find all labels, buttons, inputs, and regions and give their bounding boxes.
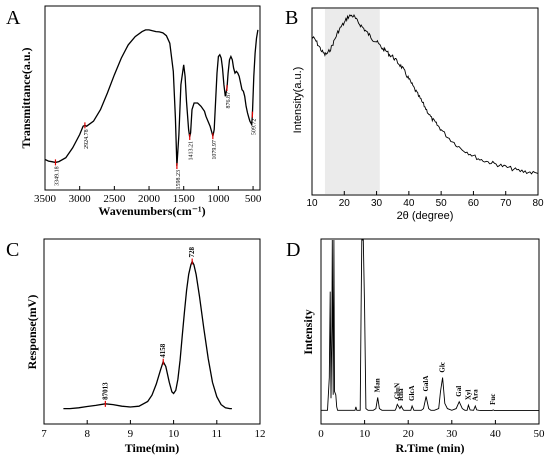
panel-b: B 10 20 30 40 50 60 70 80 2θ (degree) Intensity… [285, 7, 544, 222]
panel-b-x-tick-label: 20 [339, 198, 351, 209]
panel-a-peak-label: 1413.21 [189, 141, 195, 161]
panel-letter-a: A [6, 7, 21, 29]
panel-c-x-ticks: 7 8 9 10 11 12 [41, 420, 266, 440]
panel-b-x-ticks: 10 20 30 40 50 60 70 80 [306, 191, 544, 209]
panel-a-x-tick-label: 2500 [103, 193, 126, 205]
panel-a-plot-frame [44, 5, 261, 191]
panel-b-x-tick-label: 80 [532, 198, 544, 209]
panel-b-x-tick-label: 50 [436, 198, 448, 209]
panel-a-x-axis-label: Wavenumbers(cm⁻¹) [98, 204, 205, 218]
panel-c-x-tick-label: 12 [255, 428, 266, 440]
panel-c-x-tick-label: 8 [84, 428, 90, 440]
panel-a-peak-label: 1079.97 [212, 140, 218, 160]
panel-d-peak-label: GluN [393, 383, 401, 399]
panel-d-peak-label: Xyl [464, 390, 472, 401]
panel-d-peak-label: GalA [422, 376, 430, 392]
panel-d-peak-label: Fuc [489, 394, 497, 405]
panel-d-x-ticks: 0 10 20 30 40 50 [318, 420, 545, 440]
panel-b-x-tick-label: 70 [500, 198, 512, 209]
panel-c-peak-label: 87013 [101, 382, 109, 400]
panel-d: D 0 10 20 30 40 50 R.Time (min) Intensity Man… [286, 238, 545, 455]
panel-d-x-tick-label: 30 [446, 428, 458, 440]
panel-c-peak-label: 4158 [159, 343, 167, 358]
panel-c-y-axis-label: Response(mV) [25, 295, 39, 370]
panel-a-peak-label: 3349.18 [54, 166, 60, 186]
panel-d-plot-frame [320, 238, 540, 425]
panel-b-x-tick-label: 40 [403, 198, 415, 209]
panel-c-peak-annotations: 87013 4158 728 [101, 247, 196, 407]
panel-d-x-tick-label: 10 [359, 428, 371, 440]
panel-a: A 3500 3000 2500 2000 1500 1000 500 Wavenumber… [6, 5, 262, 218]
panel-b-amorphous-region [324, 9, 380, 194]
panel-a-x-tick-label: 3000 [69, 193, 92, 205]
panel-d-y-axis-label: Intensity [301, 309, 315, 354]
panel-d-x-tick-label: 0 [318, 428, 324, 440]
panel-c-x-tick-label: 11 [212, 428, 223, 440]
panel-d-peak-label: Glc [439, 362, 447, 373]
panel-b-y-axis-label: Intensity(a.u.) [292, 67, 304, 134]
panel-letter-d: D [286, 239, 300, 261]
panel-d-x-tick-label: 50 [534, 428, 546, 440]
panel-a-peak-label: 876.87 [226, 92, 232, 109]
panel-c: C 7 8 9 10 11 12 Time(min) Response(mV) 87013… [6, 238, 266, 455]
panel-d-peak-label: GlcA [408, 385, 416, 401]
panel-letter-c: C [6, 239, 19, 261]
panel-a-x-tick-label: 1500 [173, 193, 196, 205]
panel-a-y-axis-label: Transmittance(a.u.) [19, 47, 33, 148]
panel-b-plot-frame [311, 7, 539, 196]
panel-c-plot-frame [43, 238, 261, 425]
panel-a-x-ticks: 3500 3000 2500 2000 1500 1000 500 [34, 186, 262, 205]
panel-d-chromatogram-curve [321, 239, 539, 412]
panel-b-x-tick-label: 30 [371, 198, 383, 209]
panel-b-x-tick-label: 60 [468, 198, 480, 209]
panel-a-x-tick-label: 500 [245, 193, 262, 205]
panel-c-peak-label: 728 [188, 247, 196, 258]
panel-a-x-tick-label: 2000 [138, 193, 161, 205]
panel-a-peak-annotations: 3349.18 2924.78 1598.23 1413.21 1079.97 876.8… [54, 85, 257, 190]
panel-c-x-tick-label: 9 [128, 428, 134, 440]
panel-a-peak-label: 509.72 [251, 119, 257, 136]
panel-d-peak-label: Man [374, 378, 382, 392]
panel-letter-b: B [285, 7, 298, 29]
panel-b-xrd-curve [311, 13, 539, 175]
panel-d-x-tick-label: 20 [403, 428, 415, 440]
panel-a-x-tick-label: 3500 [34, 193, 57, 205]
panel-d-x-axis-label: R.Time (min) [395, 441, 464, 455]
panel-c-gpc-curve [63, 259, 232, 410]
panel-a-x-tick-label: 1000 [207, 193, 230, 205]
panel-a-ftir-curve [44, 29, 259, 167]
panel-a-peak-label: 1598.23 [176, 170, 182, 190]
panel-c-x-tick-label: 10 [168, 428, 180, 440]
panel-d-peak-label: Ara [471, 389, 479, 401]
panel-d-peak-label: Rha [397, 388, 405, 401]
panel-b-x-axis-label: 2θ (degree) [397, 210, 454, 222]
panel-d-x-tick-label: 40 [490, 428, 502, 440]
panel-d-peak-label: Gal [455, 386, 463, 397]
panel-b-x-tick-label: 10 [306, 198, 318, 209]
panel-c-x-tick-label: 7 [41, 428, 47, 440]
panel-a-peak-label: 2924.78 [84, 129, 90, 149]
panel-c-x-axis-label: Time(min) [125, 441, 179, 455]
